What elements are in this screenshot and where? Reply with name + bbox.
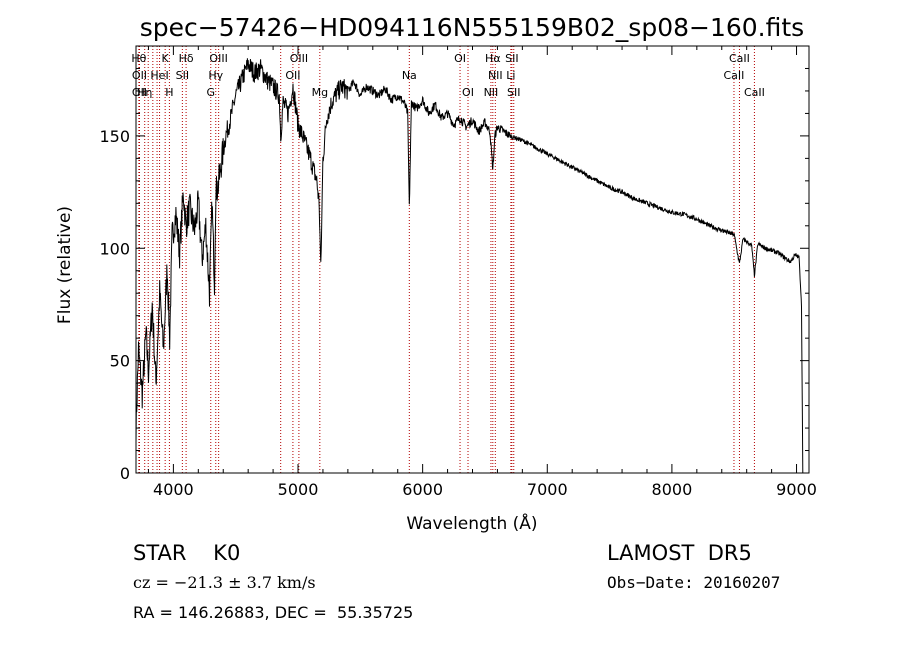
plot-frame bbox=[135, 45, 810, 474]
line-label: Li bbox=[506, 69, 515, 82]
x-tick-label: 6000 bbox=[402, 480, 443, 499]
line-label: OII bbox=[132, 69, 147, 82]
line-label: Hδ bbox=[179, 52, 194, 65]
observation-date: Obs−Date: 20160207 bbox=[607, 573, 781, 592]
line-label: CaII bbox=[744, 86, 765, 99]
x-axis: 4000 5000 6000 7000 8000 9000 bbox=[147, 46, 817, 499]
line-label: Hγ bbox=[208, 69, 223, 82]
line-label: NII bbox=[488, 69, 503, 82]
x-tick-label: 7000 bbox=[527, 480, 568, 499]
line-label: OII bbox=[285, 69, 300, 82]
line-label: SII bbox=[507, 86, 520, 99]
line-label: OI bbox=[462, 86, 474, 99]
x-tick-label: 8000 bbox=[652, 480, 693, 499]
x-tick-label: 5000 bbox=[278, 480, 319, 499]
x-tick-label: 4000 bbox=[153, 480, 194, 499]
spectral-line-markers bbox=[138, 46, 755, 473]
coordinates: RA = 146.26883, DEC = 55.35725 bbox=[133, 603, 414, 622]
line-label: OIII bbox=[290, 52, 308, 65]
y-tick-label: 100 bbox=[99, 239, 130, 258]
x-tick-label: 9000 bbox=[776, 480, 817, 499]
line-label: H bbox=[165, 86, 173, 99]
chart-title: spec−57426−HD094116N555159B02_sp08−160.f… bbox=[140, 13, 804, 42]
line-label: HeI bbox=[150, 69, 168, 82]
line-label: Mg bbox=[312, 86, 328, 99]
line-label: OIII bbox=[209, 52, 227, 65]
object-class: STAR K0 bbox=[133, 541, 241, 565]
y-tick-label: 50 bbox=[110, 352, 130, 371]
redshift-cz: cz = −21.3 ± 3.7 km/s bbox=[133, 573, 316, 592]
line-label: Hθ bbox=[131, 52, 146, 65]
line-label: G bbox=[207, 86, 216, 99]
spectrum-line bbox=[135, 58, 804, 474]
survey-name: LAMOST DR5 bbox=[607, 541, 752, 565]
line-label: CaII bbox=[729, 52, 750, 65]
y-tick-label: 0 bbox=[120, 464, 130, 483]
x-axis-label: Wavelength (Å) bbox=[406, 512, 537, 534]
line-label: SII bbox=[505, 52, 518, 65]
y-tick-label: 150 bbox=[99, 127, 130, 146]
line-label: NII bbox=[484, 86, 499, 99]
y-axis-label: Flux (relative) bbox=[55, 206, 75, 324]
spectral-line-labels: HθOIIOIIHηHeIKHSIIHδGHγOIIIOIIOIIIMgNaOI… bbox=[131, 52, 765, 99]
y-axis: 0 50 100 150 bbox=[99, 67, 809, 483]
line-label: OII bbox=[132, 86, 147, 99]
line-label: OI bbox=[454, 52, 466, 65]
line-label: Hη bbox=[137, 86, 152, 99]
spectrum-series bbox=[135, 58, 804, 474]
line-label: K bbox=[162, 52, 170, 65]
line-label: Na bbox=[402, 69, 417, 82]
line-label: Hα bbox=[485, 52, 501, 65]
line-label: CaII bbox=[724, 69, 745, 82]
line-label: SII bbox=[176, 69, 189, 82]
